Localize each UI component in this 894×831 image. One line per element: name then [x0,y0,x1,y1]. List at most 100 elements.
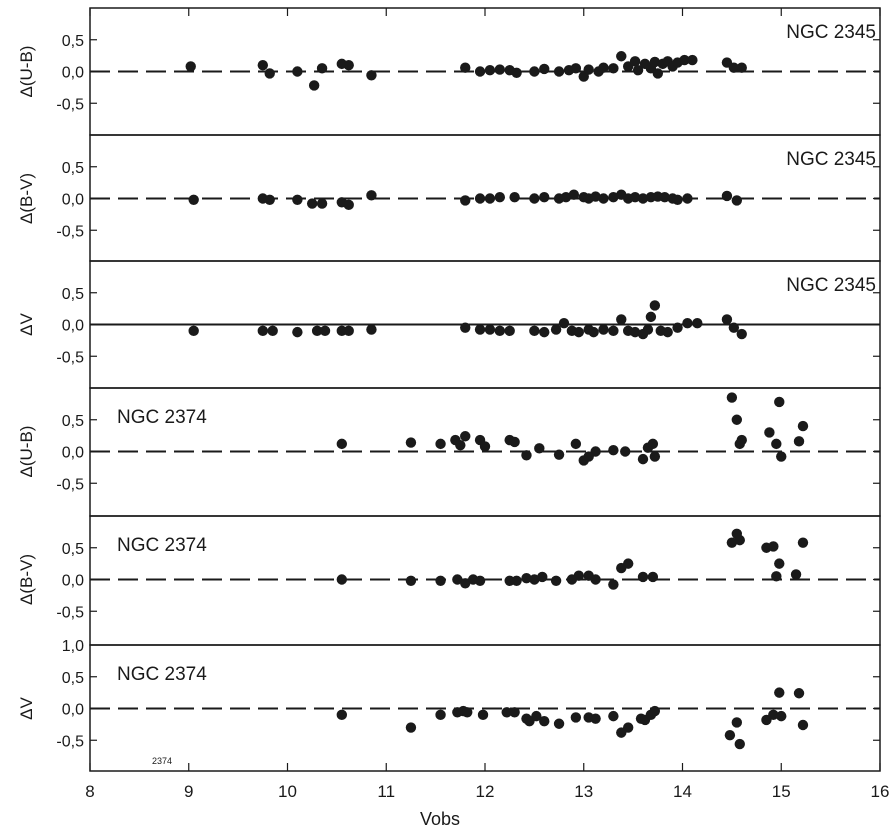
data-point [560,192,572,203]
data-point [616,314,627,325]
x-axis-label: Vobs [420,809,460,829]
data-point [553,66,565,77]
data-point [264,194,275,205]
data-point [608,579,619,590]
x-tick-label: 16 [871,782,890,801]
data-point [501,707,512,718]
data-point [622,558,634,569]
data-point [590,574,601,585]
data-point [553,718,565,729]
data-point [721,314,733,325]
data-point [736,62,747,73]
data-point [608,192,619,203]
data-point [484,324,496,335]
data-point [539,63,550,75]
data-point [509,436,520,448]
data-point [534,443,545,454]
data-point [529,325,540,337]
data-point [550,575,562,586]
x-tick-label: 14 [673,782,692,801]
data-point [672,194,683,205]
data-point [774,558,785,569]
data-point [687,54,698,66]
data-point [620,446,631,457]
data-point [570,438,582,450]
data-point [590,191,601,202]
y-tick-label: -0,5 [56,349,84,366]
data-point [479,441,491,452]
data-point [539,192,550,203]
data-point [494,192,506,203]
x-tick-label: 9 [184,782,193,801]
y-tick-label: 0,0 [62,192,84,209]
x-tick-label: 13 [574,782,593,801]
data-point [598,324,609,335]
data-point [484,193,496,204]
y-tick-label: 0,0 [62,445,84,462]
data-point [647,571,659,583]
data-point [474,193,486,204]
data-point [771,438,782,450]
y-tick-label: 0,0 [62,65,84,82]
data-point [460,578,471,589]
data-point [637,453,649,465]
data-point [529,193,540,204]
data-point [477,709,489,721]
data-point [553,449,565,460]
y-axis-label: Δ(U-B) [17,426,36,478]
data-point [797,420,809,432]
data-point [629,326,641,338]
data-point [793,688,805,699]
y-tick-label: -0,5 [56,476,84,493]
data-point [637,193,649,204]
data-point [474,66,486,77]
data-point [509,707,520,718]
data-point [292,66,303,77]
y-tick-label: -0,5 [56,223,84,240]
data-point [188,325,199,337]
y-axis-label: ΔV [17,312,36,335]
data-point [736,434,747,446]
data-point [529,66,540,77]
data-point [452,574,463,585]
y-tick-label: 0,5 [62,286,84,303]
data-point [509,192,520,203]
data-point [728,322,740,333]
data-point [679,54,690,66]
data-point [608,63,619,74]
data-point [366,324,377,335]
y-tick-label: 0,0 [62,702,84,719]
data-point [793,436,805,447]
data-point [649,300,661,311]
data-point [484,65,496,76]
y-tick-label: 0,5 [62,160,84,177]
data-point [460,322,471,333]
data-point [529,574,540,585]
data-point [460,431,471,442]
data-point [568,189,580,200]
y-tick-label: 0,5 [62,33,84,50]
data-point [692,318,703,329]
data-point [343,325,354,337]
data-point [550,324,562,335]
data-point [460,62,471,73]
data-point [462,707,473,718]
data-point [537,571,548,583]
data-point [645,311,657,323]
data-point [616,51,627,62]
data-point [336,709,348,721]
cluster-label: NGC 2345 [786,275,876,296]
y-tick-label: 0,5 [62,413,84,430]
data-point [267,325,278,337]
data-point [316,198,328,209]
data-point [726,537,738,548]
data-point [455,439,466,451]
data-point [776,451,787,462]
cluster-label: NGC 2374 [117,664,207,685]
data-point [637,571,649,583]
data-point [435,575,446,586]
data-point [570,63,582,74]
data-point [366,190,377,201]
data-point [583,64,594,75]
